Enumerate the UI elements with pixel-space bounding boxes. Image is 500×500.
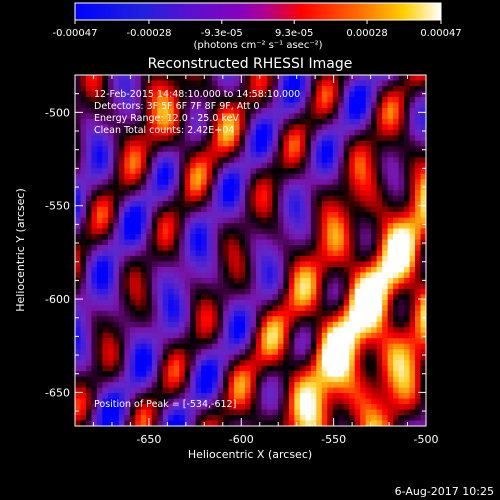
footer-date: 6-Aug-2017 10:25 xyxy=(395,485,494,498)
y-tick-label: -650 xyxy=(45,386,70,399)
x-axis-label: Heliocentric X (arcsec) xyxy=(188,448,312,461)
colorbar-ticks: -0.00047 -0.00028 -9.3e-05 9.3e-05 0.00028 0.… xyxy=(53,20,462,39)
annotation-counts: Clean Total counts: 2.42E+04 xyxy=(94,125,234,136)
plot-frame xyxy=(74,74,427,427)
annotation-block: 12-Feb-2015 14:48:10.000 to 14:58:10.000… xyxy=(94,89,300,136)
colorbar-tick-label: 9.3e-05 xyxy=(275,28,313,39)
chart-title: Reconstructed RHESSI Image xyxy=(148,56,353,72)
axis-ticks: -650 -600 -550 -500 -650 -600 -550 -500 xyxy=(45,74,439,446)
colorbar-tick-label: 0.00047 xyxy=(420,28,461,39)
heatmap-image xyxy=(75,75,426,426)
colorbar xyxy=(74,2,442,21)
colorbar-tick-label: -0.00028 xyxy=(126,28,171,39)
x-tick-label: -600 xyxy=(229,433,254,446)
colorbar-unit-label: (photons cm⁻² s⁻¹ asec⁻²) xyxy=(193,40,322,51)
annotation-detectors: Detectors: 3F 5F 6F 7F 8F 9F, Att 0 xyxy=(94,101,260,112)
y-axis-label: Heliocentric Y (arcsec) xyxy=(14,188,27,312)
colorbar-tick-label: -9.3e-05 xyxy=(201,28,243,39)
peak-position-label: Position of Peak = [-534,-612] xyxy=(94,399,236,410)
annotation-energy: Energy Range: 12.0 - 25.0 keV xyxy=(94,113,239,124)
x-tick-label: -500 xyxy=(414,433,439,446)
x-tick-label: -550 xyxy=(321,433,346,446)
annotation-time: 12-Feb-2015 14:48:10.000 to 14:58:10.000 xyxy=(94,89,300,100)
colorbar-tick-label: -0.00047 xyxy=(53,28,98,39)
y-tick-label: -600 xyxy=(45,293,70,306)
x-tick-label: -650 xyxy=(136,433,161,446)
y-tick-label: -500 xyxy=(45,106,70,119)
colorbar-tick-label: 0.00028 xyxy=(346,28,387,39)
y-tick-label: -550 xyxy=(45,200,70,213)
